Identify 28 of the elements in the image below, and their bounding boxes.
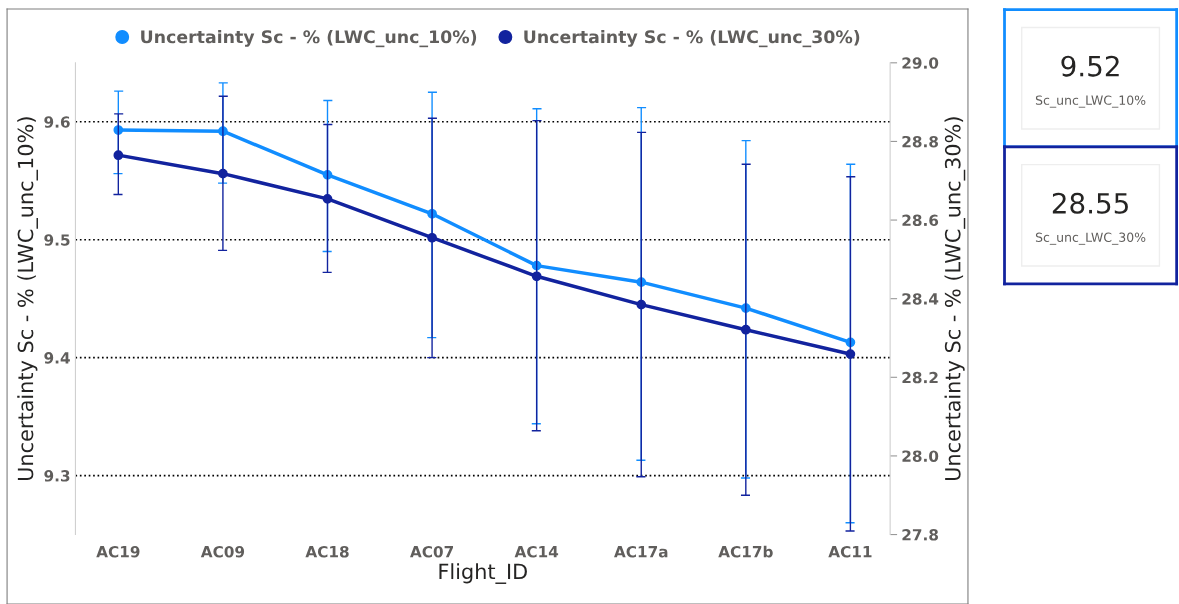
text: Sc_unc_LWC_10% — [1035, 95, 1146, 108]
x-tick-label: AC17b — [718, 545, 773, 558]
x-tick-label: AC09 — [200, 545, 245, 558]
y2-axis-title: Uncertainty Sc - % (LWC_unc_30%) — [944, 117, 966, 481]
x-tick-label: AC14 — [514, 545, 559, 558]
x-tick-label: AC18 — [305, 545, 349, 558]
x-tick-label: AC19 — [96, 545, 140, 558]
legend-label: Uncertainty Sc - % (LWC_unc_10%) — [141, 29, 477, 48]
text: Sc_unc_LWC_30% — [1035, 232, 1146, 245]
y2-tick-label: 28.6 — [902, 214, 939, 227]
text: 28.55 — [1052, 192, 1128, 214]
x-axis-title: Flight_ID — [439, 563, 527, 584]
x-tick-label: AC17a — [614, 545, 668, 558]
y2-tick-label: 28.4 — [902, 293, 939, 305]
y-axis-title: Uncertainty Sc - % (LWC_unc_10%) — [17, 117, 38, 481]
x-tick-label: AC11 — [828, 545, 872, 558]
y2-tick-label: 28.8 — [902, 135, 938, 148]
y2-tick-label: 28.0 — [902, 450, 939, 462]
text: 9.52 — [1061, 55, 1119, 77]
x-tick-label: AC07 — [410, 545, 454, 558]
y-tick-label: 9.5 — [44, 234, 70, 246]
y-tick-label: 9.3 — [44, 470, 70, 482]
y-tick-label: 9.4 — [44, 352, 70, 364]
y2-tick-label: 28.2 — [902, 371, 938, 384]
y-tick-label: 9.6 — [44, 116, 70, 128]
y2-tick-label: 27.8 — [902, 529, 938, 541]
legend-label: Uncertainty Sc - % (LWC_unc_30%) — [524, 29, 860, 48]
y2-tick-label: 29.0 — [902, 57, 939, 69]
